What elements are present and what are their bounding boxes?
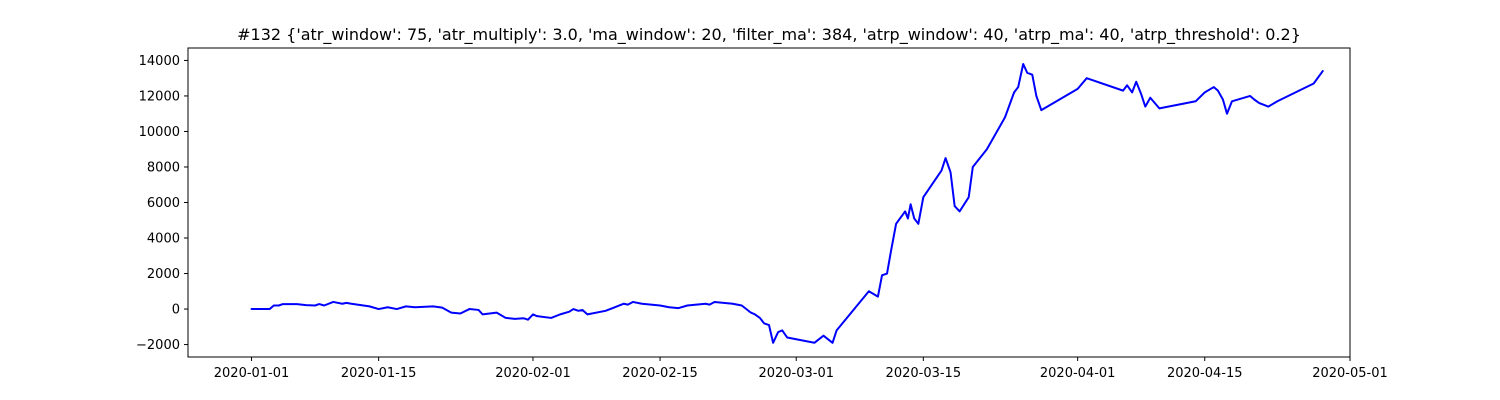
y-tick-label: 6000 <box>147 196 180 211</box>
x-tick-label: 2020-04-01 <box>1040 366 1116 381</box>
x-tick-label: 2020-01-01 <box>214 366 290 381</box>
y-tick-label: 14000 <box>139 54 180 69</box>
chart-title: #132 {'atr_window': 75, 'atr_multiply': … <box>237 25 1301 45</box>
y-tick-label: 0 <box>172 303 180 318</box>
y-tick-label: 8000 <box>147 160 180 175</box>
y-axis: −2000 0 2000 4000 6000 8000 10000 12000 14000 <box>136 54 188 353</box>
x-tick-label: 2020-04-15 <box>1167 366 1243 381</box>
plot-area <box>250 62 1324 344</box>
series-line <box>250 62 1324 344</box>
y-tick-label: 10000 <box>139 125 180 140</box>
y-tick-label: 4000 <box>147 232 180 247</box>
x-tick-label: 2020-03-01 <box>758 366 834 381</box>
x-tick-label: 2020-02-15 <box>622 366 698 381</box>
x-tick-label: 2020-02-01 <box>495 366 571 381</box>
x-tick-label: 2020-01-15 <box>341 366 417 381</box>
x-tick-label: 2020-03-15 <box>886 366 962 381</box>
y-tick-label: 2000 <box>147 267 180 282</box>
y-tick-label: −2000 <box>136 338 180 353</box>
x-axis: 2020-01-01 2020-01-15 2020-02-01 2020-02-15… <box>214 357 1388 381</box>
axes-frame <box>187 47 1351 358</box>
x-tick-label: 2020-05-01 <box>1312 366 1388 381</box>
y-tick-label: 12000 <box>139 89 180 104</box>
